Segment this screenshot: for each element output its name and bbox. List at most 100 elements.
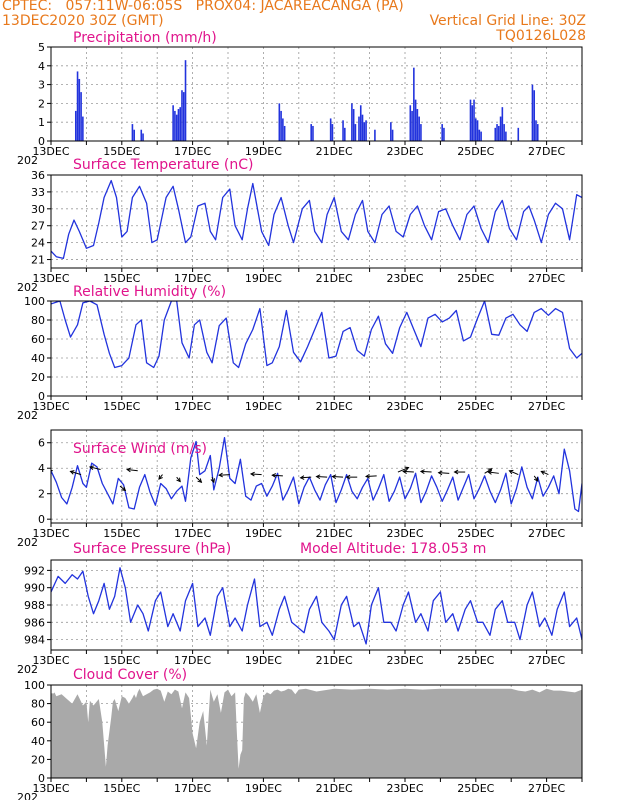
series-group (51, 436, 582, 513)
series-line (51, 179, 582, 260)
precip-bar (278, 103, 281, 141)
wind-arrow-head (158, 475, 163, 480)
header-grid-line-note: Vertical Grid Line: 30Z (429, 13, 586, 29)
wind-arrow-head (453, 469, 459, 475)
y-tick-label: 0 (38, 772, 45, 785)
precip-bar (536, 124, 539, 141)
y-tick-label: 0 (38, 390, 45, 403)
x-tick-label: 15DEC (103, 272, 140, 285)
precip-bar (352, 109, 355, 141)
precip-bar (471, 105, 474, 141)
y-tick-label: 4 (38, 60, 45, 73)
panel-2: 0 20 40 60 80 100 13DEC 15DEC 17DEC 19DEC 21DEC 23D… (17, 284, 583, 422)
precip-bar (80, 92, 82, 141)
x-tick-label: 21DEC (316, 400, 353, 413)
wind-arrow-head (88, 465, 94, 470)
wind-arrow-head (249, 471, 255, 477)
panel-frame (50, 684, 583, 779)
wind-arrow (250, 473, 262, 476)
panel-title: Relative Humidity (%) (73, 284, 226, 300)
wind-arrow (70, 470, 82, 476)
x-tick-label: 25DEC (457, 400, 494, 413)
wind-arrow-head (487, 470, 493, 475)
wind-arrow-head (508, 469, 514, 475)
y-tick-label: 100 (24, 295, 45, 308)
x-tick-label: 13DEC (32, 782, 69, 795)
y-tick-label: 24 (31, 237, 45, 250)
x-tick-label: 17DEC (174, 400, 211, 413)
y-tick-label: 27 (31, 220, 45, 233)
x-year-label: 202 (17, 409, 38, 422)
x-tick-label: 19DEC (245, 272, 282, 285)
y-tick-label: 33 (31, 186, 45, 199)
wind-arrow-head (69, 470, 75, 475)
x-tick-label: 17DEC (174, 782, 211, 795)
wind-arrow-head (345, 474, 351, 480)
x-tick-label: 13DEC (32, 400, 69, 413)
precip-bar (282, 118, 284, 141)
precip-bar (418, 116, 420, 141)
panel-frame (50, 174, 583, 269)
precip-bar (312, 125, 314, 141)
precip-bar (280, 110, 282, 141)
wind-arrow-head (315, 474, 321, 480)
precip-bar (354, 124, 357, 141)
precip-bar (480, 131, 482, 141)
x-year-label: 202 (17, 663, 38, 676)
header-date-line: 13DEC2020 30Z (GMT) (2, 13, 164, 29)
x-tick-label: 23DEC (386, 400, 423, 413)
panel-frame (50, 300, 583, 397)
precip-bar (409, 105, 412, 141)
x-tick-label: 19DEC (245, 654, 282, 667)
x-tick-label: 13DEC (32, 654, 69, 667)
wind-arrow (397, 467, 409, 473)
wind-arrow-head (126, 467, 132, 473)
series-group (74, 60, 539, 141)
precip-bar (443, 127, 445, 141)
precip-bar (517, 127, 520, 141)
x-tick-label: 23DEC (386, 145, 423, 158)
wind-arrow-head (271, 473, 277, 478)
x-tick-label: 21DEC (316, 782, 353, 795)
precip-bar (414, 99, 417, 141)
cloud-area (51, 688, 582, 778)
y-tick-label: 5 (38, 41, 45, 54)
panel-title: Surface Wind (m/s) (73, 441, 207, 457)
panel-0: 0 1 2 3 4 5 13DEC 15DEC 17DEC 19DEC 21DEC 23DEC 25DE… (17, 30, 583, 167)
precip-bar (496, 124, 498, 141)
precip-bar (342, 120, 344, 141)
precip-bar (416, 109, 419, 141)
panel-frame (50, 46, 583, 142)
series-group (51, 567, 582, 645)
y-tick-label: 20 (31, 753, 45, 766)
x-year-label: 202 (17, 791, 38, 800)
y-tick-label: 60 (31, 716, 45, 729)
x-tick-label: 21DEC (316, 145, 353, 158)
panel-title: Surface Temperature (nC) (73, 157, 254, 173)
precip-bar (501, 107, 504, 141)
x-tick-label: 21DEC (316, 527, 353, 540)
y-tick-label: 3 (38, 79, 45, 92)
precip-bar (283, 125, 286, 141)
precip-bar (310, 124, 312, 141)
wind-arrow (272, 474, 283, 477)
precip-bar (374, 129, 376, 141)
precip-bar (175, 114, 178, 141)
precip-bar (365, 120, 367, 141)
wind-arrow-head (299, 475, 305, 480)
y-tick-label: 30 (31, 203, 45, 216)
y-tick-label: 984 (24, 634, 45, 647)
y-tick-label: 1 (38, 116, 45, 129)
wind-arrow (316, 476, 328, 478)
series-line (51, 436, 582, 513)
x-tick-label: 27DEC (528, 527, 565, 540)
x-tick-label: 15DEC (103, 400, 140, 413)
x-tick-label: 19DEC (245, 782, 282, 795)
precip-bar (344, 127, 346, 141)
header-model-code: TQ0126L028 (496, 28, 586, 44)
series-group (51, 179, 582, 260)
precip-bar (503, 124, 505, 141)
wind-arrow-head (331, 474, 337, 480)
series-group (51, 301, 582, 369)
wind-arrow-head (365, 473, 370, 479)
